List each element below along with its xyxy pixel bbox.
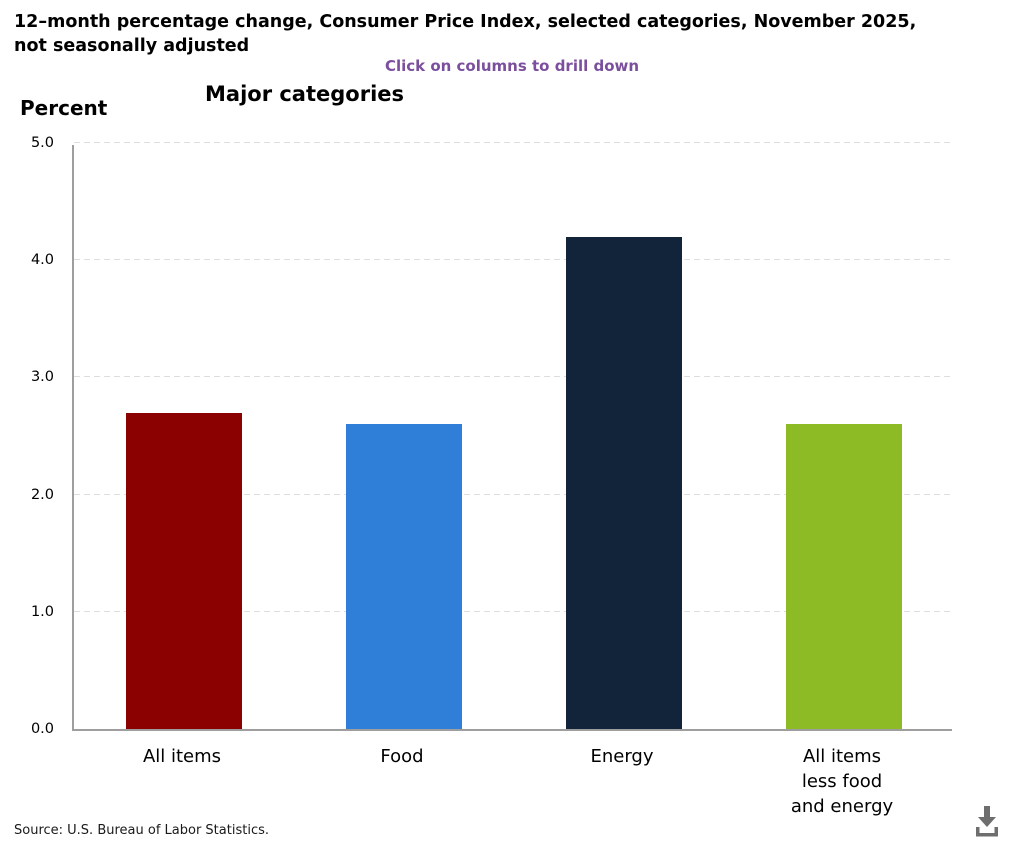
x-tick-label-food: Food — [380, 746, 424, 767]
y-tick-label-0.0: 0.0 — [30, 721, 54, 737]
x-tick-label-all-items-less-food-and-energy: All items less food and energy — [790, 746, 894, 817]
download-button[interactable] — [968, 802, 1006, 842]
y-tick-label-1.0: 1.0 — [30, 603, 54, 620]
gridline-1.0 — [74, 610, 952, 612]
gridline-4.0 — [74, 259, 952, 261]
x-axis-category-labels: All items Food Energy All items less food a… — [72, 744, 952, 844]
y-tick-label-2.0: 2.0 — [30, 486, 54, 503]
page-title: 12–month percentage change, Consumer Pri… — [14, 10, 1016, 58]
page-title-line-2: not seasonally adjusted — [14, 36, 250, 56]
bar-all-items-less-food-and-energy[interactable] — [786, 424, 902, 729]
download-icon — [976, 806, 998, 837]
bar-energy[interactable] — [566, 236, 682, 729]
page-title-line-1: 12–month percentage change, Consumer Pri… — [14, 12, 917, 32]
y-tick-label-5.0: 5.0 — [30, 135, 54, 151]
y-axis-unit-label: Percent — [20, 96, 108, 120]
y-tick-label-3.0: 3.0 — [30, 369, 54, 386]
x-tick-label-energy: Energy — [590, 746, 654, 767]
gridline-5.0 — [74, 142, 952, 143]
x-tick-label-all-items: All items — [142, 746, 222, 767]
drilldown-hint: Click on columns to drill down — [384, 57, 640, 75]
gridline-2.0 — [74, 493, 952, 495]
bar-all-items[interactable] — [126, 412, 242, 729]
gridline-3.0 — [74, 376, 952, 378]
bar-food[interactable] — [346, 424, 462, 729]
plot-area — [72, 142, 952, 731]
source-note: Source: U.S. Bureau of Labor Statistics. — [14, 823, 269, 838]
y-axis-tick-labels: 0.0 1.0 2.0 3.0 4.0 5.0 — [0, 135, 62, 737]
chart-heading: Major categories — [205, 82, 405, 106]
y-tick-label-4.0: 4.0 — [30, 252, 54, 269]
